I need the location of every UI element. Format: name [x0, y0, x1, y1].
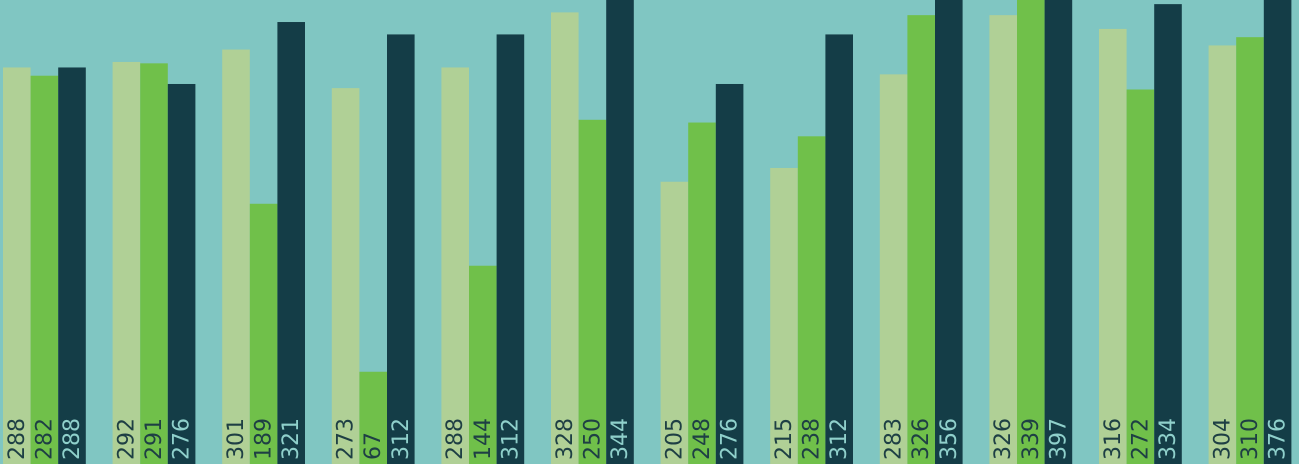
- value-label: 272: [1128, 418, 1153, 460]
- bar: [907, 15, 935, 464]
- value-label: 282: [32, 418, 57, 460]
- value-label: 67: [361, 432, 386, 460]
- value-label: 316: [1101, 418, 1126, 460]
- bar: [277, 22, 305, 464]
- value-label: 312: [389, 418, 414, 460]
- bar: [879, 74, 908, 464]
- bar: [1154, 4, 1182, 464]
- bar: [770, 167, 798, 464]
- bar: [140, 63, 168, 464]
- bar: [441, 67, 469, 464]
- bar: [935, 0, 963, 464]
- value-label: 344: [608, 418, 633, 460]
- bar: [1126, 89, 1155, 464]
- bar: [660, 181, 689, 464]
- value-label: 144: [471, 418, 496, 460]
- value-label: 321: [279, 418, 304, 460]
- value-label: 288: [5, 418, 30, 460]
- bar: [551, 12, 579, 464]
- value-label: 291: [142, 418, 167, 460]
- value-label: 328: [553, 418, 578, 460]
- value-label: 238: [800, 418, 825, 460]
- bar: [578, 119, 607, 464]
- bar: [387, 34, 415, 464]
- bar: [30, 75, 59, 464]
- bar: [167, 83, 196, 464]
- bar: [989, 15, 1017, 464]
- value-label: 276: [718, 418, 743, 460]
- bar: [249, 203, 278, 464]
- value-label: 276: [170, 418, 195, 460]
- value-label: 283: [882, 418, 907, 460]
- value-label: 326: [991, 418, 1016, 460]
- value-label: 205: [662, 418, 687, 460]
- value-label: 250: [580, 418, 605, 460]
- value-label: 273: [334, 418, 359, 460]
- value-label: 334: [1156, 418, 1181, 460]
- value-label: 215: [772, 418, 797, 460]
- bar: [1263, 0, 1292, 464]
- value-label: 339: [1019, 418, 1044, 460]
- value-label: 376: [1266, 418, 1291, 460]
- value-label: 288: [60, 418, 85, 460]
- bar: [3, 67, 31, 464]
- bar: [112, 61, 141, 464]
- value-label: 312: [498, 418, 523, 460]
- value-label: 326: [909, 418, 934, 460]
- bar: [1017, 0, 1045, 464]
- bar: [222, 49, 250, 464]
- bar: [1236, 37, 1264, 464]
- value-label: 248: [690, 418, 715, 460]
- bar: [58, 67, 86, 464]
- value-label: 292: [114, 418, 139, 460]
- bar: [1099, 28, 1127, 464]
- bar: [715, 83, 744, 464]
- bar: [359, 371, 387, 464]
- bar: [331, 88, 360, 464]
- value-label: 312: [827, 418, 852, 460]
- bar: [797, 136, 826, 464]
- bar: [606, 0, 634, 464]
- bar: [688, 122, 716, 464]
- value-label: 397: [1046, 418, 1071, 460]
- value-label: 288: [443, 418, 468, 460]
- bar: [496, 34, 525, 464]
- bar: [1044, 0, 1073, 464]
- value-label: 189: [252, 418, 277, 460]
- bar: [825, 34, 853, 464]
- bar: [1208, 45, 1237, 464]
- value-label: 310: [1238, 418, 1263, 460]
- value-label: 356: [937, 418, 962, 460]
- bar: [469, 265, 497, 464]
- value-label: 304: [1210, 418, 1235, 460]
- value-label: 301: [224, 418, 249, 460]
